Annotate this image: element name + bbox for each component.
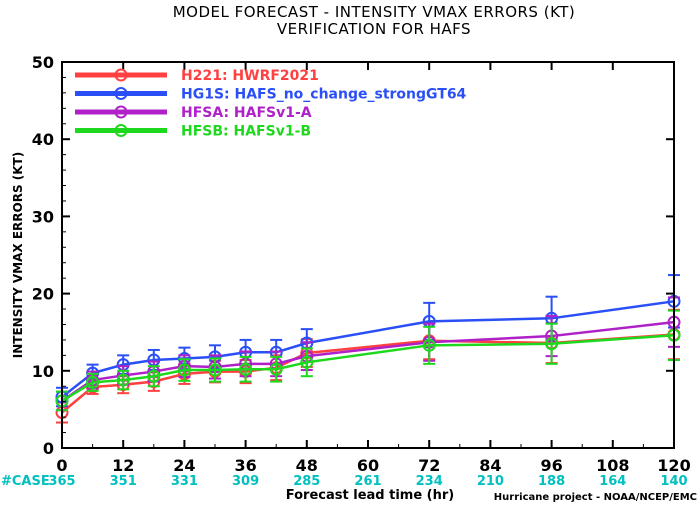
x-axis-label: Forecast lead time (hr) [286, 488, 454, 503]
chart-title-line-2: VERIFICATION FOR HAFS [277, 20, 471, 38]
x-tick-label: 60 [357, 456, 379, 475]
data-point [422, 338, 436, 352]
legend-item: HFSB: HAFSv1-B [75, 124, 311, 140]
x-tick-label: 120 [657, 456, 690, 475]
data-point [269, 362, 283, 376]
y-tick-label: 10 [32, 362, 54, 381]
data-point [177, 363, 191, 377]
credit-text: Hurricane project - NOAA/NCEP/EMC [494, 492, 697, 503]
x-tick-label: 36 [234, 456, 256, 475]
x-tick-label: 48 [296, 456, 318, 475]
case-count-value: 140 [660, 474, 687, 489]
y-tick-label: 40 [32, 130, 54, 149]
x-tick-label: 12 [112, 456, 134, 475]
case-count-value: 285 [293, 474, 320, 489]
data-point [239, 362, 253, 376]
case-count-value: 188 [538, 474, 565, 489]
case-count-value: 234 [416, 474, 443, 489]
case-count-value: 351 [110, 474, 137, 489]
case-count-label: #CASE [1, 474, 50, 489]
legend-item: HFSA: HAFSv1-A [75, 105, 312, 121]
data-point [545, 337, 559, 351]
legend-item: HG1S: HAFS_no_change_strongGT64 [75, 87, 467, 103]
x-tick-label: 108 [596, 456, 629, 475]
data-point [86, 375, 100, 389]
y-axis-label: INTENSITY VMAX ERRORS (KT) [11, 152, 25, 358]
y-tick-label: 50 [32, 53, 54, 72]
legend-label: H221: HWRF2021 [181, 68, 319, 84]
chart-title-line-1: MODEL FORECAST - INTENSITY VMAX ERRORS (… [173, 3, 576, 21]
data-point [208, 363, 222, 377]
case-count-value: 309 [232, 474, 259, 489]
data-point [300, 355, 314, 369]
case-count-value: 210 [477, 474, 504, 489]
x-tick-label: 0 [56, 456, 67, 475]
x-tick-label: 24 [173, 456, 195, 475]
x-tick-label: 96 [540, 456, 562, 475]
legend-marker [114, 87, 128, 100]
data-point [116, 373, 130, 387]
legend-label: HFSB: HAFSv1-B [181, 124, 311, 140]
x-tick-label: 72 [418, 456, 440, 475]
legend-item: H221: HWRF2021 [75, 68, 319, 84]
y-tick-label: 20 [32, 285, 54, 304]
legend-marker [114, 68, 128, 82]
case-count-value: 365 [48, 474, 75, 489]
data-point [147, 369, 161, 383]
legend-label: HFSA: HAFSv1-A [181, 105, 312, 121]
legend-label: HG1S: HAFS_no_change_strongGT64 [181, 87, 467, 103]
axes: 0 10 20 30 40 50 0 12 24 36 48 60 72 84 96 108 120 365 351… [32, 53, 691, 489]
case-count-value: 261 [354, 474, 381, 489]
legend-marker [114, 124, 128, 137]
plot-area [55, 274, 681, 424]
legend-marker [114, 105, 128, 119]
y-tick-label: 0 [43, 439, 54, 458]
case-count-value: 331 [171, 474, 198, 489]
case-count-value: 164 [599, 474, 626, 489]
x-tick-label: 84 [479, 456, 501, 475]
y-tick-label: 30 [32, 207, 54, 226]
legend: H221: HWRF2021 HG1S: HAFS_no_change_stron… [75, 68, 467, 140]
